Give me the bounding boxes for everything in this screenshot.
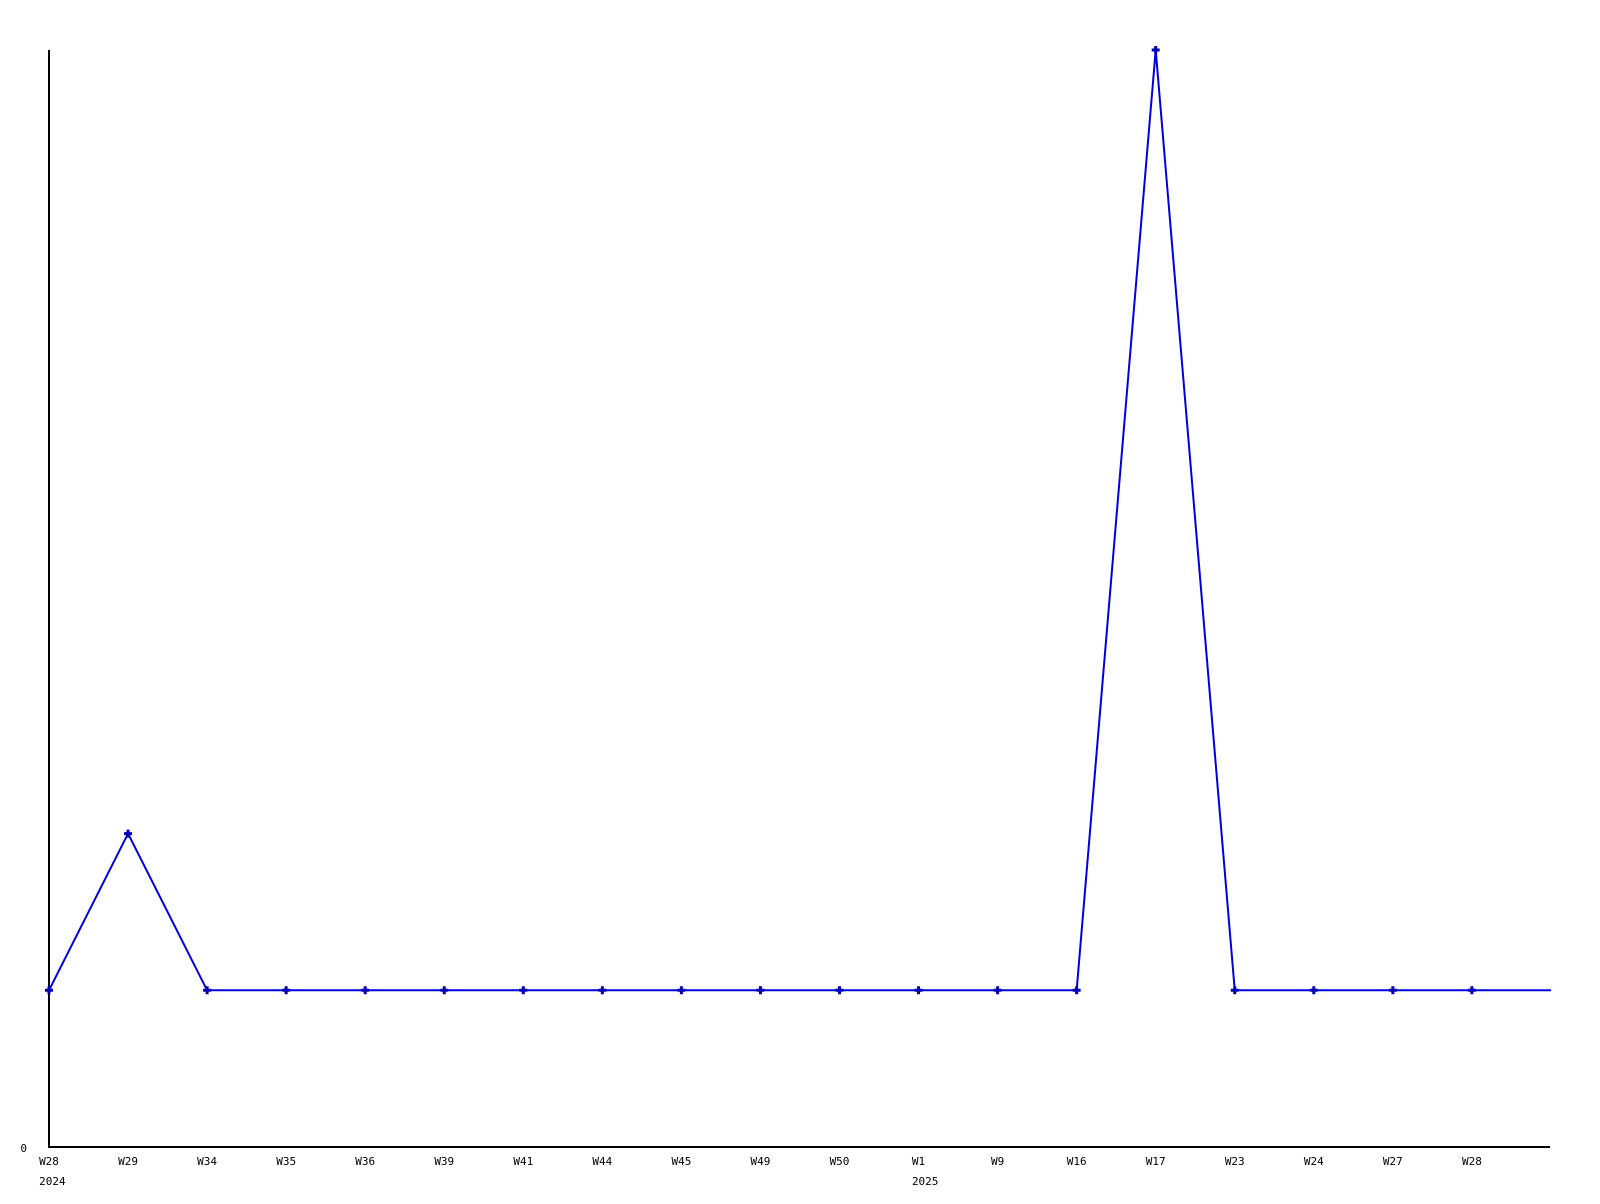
data-point-marker xyxy=(440,986,449,995)
data-point-marker xyxy=(1467,986,1476,995)
data-point-marker xyxy=(282,986,291,995)
x-tick-label: W44 xyxy=(592,1155,612,1168)
y-tick-label: 0 xyxy=(20,1142,27,1155)
x-tick-label: W45 xyxy=(671,1155,691,1168)
x-tick-label: W23 xyxy=(1225,1155,1245,1168)
data-point-marker xyxy=(1230,986,1239,995)
x-tick-label: W16 xyxy=(1067,1155,1087,1168)
data-point-marker xyxy=(677,986,686,995)
data-point-marker xyxy=(1309,986,1318,995)
data-line xyxy=(48,49,1551,992)
x-tick-label: W39 xyxy=(434,1155,454,1168)
x-tick-label: W41 xyxy=(513,1155,533,1168)
x-tick-label: W34 xyxy=(197,1155,217,1168)
x-tick-label: W28 xyxy=(1462,1155,1482,1168)
data-point-marker xyxy=(1072,986,1081,995)
x-tick-label: W17 xyxy=(1146,1155,1166,1168)
data-point-marker xyxy=(835,986,844,995)
data-point-marker xyxy=(914,986,923,995)
x-tick-label: W28 xyxy=(39,1155,59,1168)
x-tick-label: W36 xyxy=(355,1155,375,1168)
data-point-marker xyxy=(124,829,133,838)
data-point-marker xyxy=(993,986,1002,995)
x-tick-label: W49 xyxy=(751,1155,771,1168)
x-tick-label: W35 xyxy=(276,1155,296,1168)
data-point-marker xyxy=(1151,46,1160,54)
year-label: 2024 xyxy=(39,1175,66,1188)
x-tick-label: W27 xyxy=(1383,1155,1403,1168)
data-point-marker xyxy=(361,986,370,995)
x-tick-label: W29 xyxy=(118,1155,138,1168)
data-point-marker xyxy=(45,986,53,995)
year-label: 2025 xyxy=(912,1175,939,1188)
data-point-marker xyxy=(756,986,765,995)
x-tick-label: W50 xyxy=(830,1155,850,1168)
x-tick-label: W9 xyxy=(991,1155,1004,1168)
x-tick-label: W1 xyxy=(912,1155,925,1168)
data-point-marker xyxy=(203,986,212,995)
data-point-marker xyxy=(1388,986,1397,995)
data-point-marker xyxy=(519,986,528,995)
x-tick-label: W24 xyxy=(1304,1155,1324,1168)
data-point-marker xyxy=(598,986,607,995)
